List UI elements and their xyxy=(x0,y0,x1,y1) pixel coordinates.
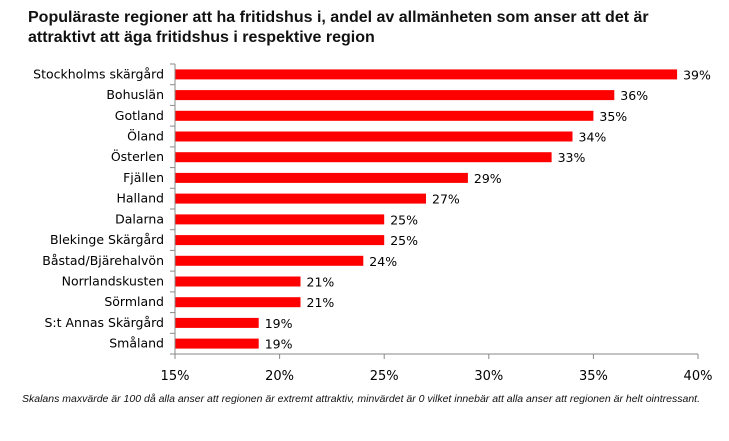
category-label: Halland xyxy=(116,191,164,206)
bar xyxy=(175,255,364,266)
data-label: 35% xyxy=(599,109,627,124)
data-label: 33% xyxy=(558,150,586,165)
x-tick-label: 20% xyxy=(265,369,294,384)
x-tick-label: 15% xyxy=(161,369,190,384)
data-label: 39% xyxy=(683,67,711,82)
category-label: Båstad/Bjärehalvön xyxy=(42,253,164,268)
data-label: 19% xyxy=(265,316,293,331)
bar xyxy=(175,90,615,101)
category-labels: Stockholms skärgård Bohuslän Gotland Öland Ö… xyxy=(33,66,164,350)
category-label: Öland xyxy=(127,128,164,144)
bar xyxy=(175,131,573,142)
bar xyxy=(175,110,594,121)
axes: 15% 20% 25% 30% 35% 40% xyxy=(161,63,713,384)
bars-group xyxy=(175,69,678,349)
category-label: Blekinge Skärgård xyxy=(50,232,164,247)
category-label: Österlen xyxy=(111,148,164,164)
category-label: Fjällen xyxy=(123,170,164,185)
footnote: Skalans maxvärde är 100 då alla anser at… xyxy=(22,393,700,405)
data-label: 21% xyxy=(307,275,335,290)
bar xyxy=(175,338,259,349)
data-label: 36% xyxy=(620,88,648,103)
x-tick-label: 35% xyxy=(579,369,608,384)
category-label: S:t Annas Skärgård xyxy=(44,315,164,330)
bar xyxy=(175,235,385,246)
data-label: 24% xyxy=(369,254,397,269)
bar xyxy=(175,214,385,225)
category-label: Dalarna xyxy=(115,211,164,226)
bar xyxy=(175,297,301,308)
x-tick-label: 25% xyxy=(370,369,399,384)
data-label: 19% xyxy=(265,337,293,352)
data-label: 29% xyxy=(474,171,502,186)
category-label: Stockholms skärgård xyxy=(33,66,164,81)
data-label: 25% xyxy=(390,212,418,227)
data-label: 34% xyxy=(579,130,607,145)
bar xyxy=(175,193,426,204)
bar xyxy=(175,276,301,287)
bar xyxy=(175,172,468,183)
category-label: Norrlandskusten xyxy=(62,274,164,289)
chart-title: Populäraste regioner att ha fritidshus i… xyxy=(28,9,649,46)
data-label: 27% xyxy=(432,192,460,207)
bar xyxy=(175,152,552,163)
category-label: Småland xyxy=(109,336,164,351)
category-label: Bohuslän xyxy=(106,87,164,102)
x-tick-label: 30% xyxy=(474,369,503,384)
x-tick-label: 40% xyxy=(684,369,713,384)
category-label: Sörmland xyxy=(104,294,164,309)
bar xyxy=(175,317,259,328)
data-labels: 39% 36% 35% 34% 33% 29% 27% 25% 25% 24% 21% 21% 19% 1… xyxy=(265,67,711,351)
data-label: 25% xyxy=(390,233,418,248)
category-label: Gotland xyxy=(115,108,164,123)
bar xyxy=(175,69,678,80)
data-label: 21% xyxy=(307,295,335,310)
